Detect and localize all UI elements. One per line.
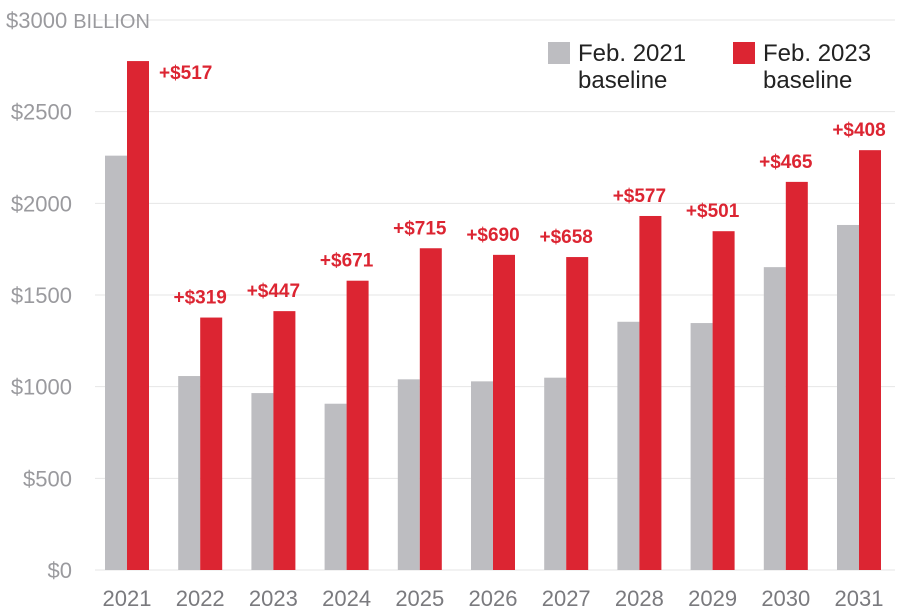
y-tick-label: $500 — [23, 466, 72, 491]
difference-labels: +$517 +$319 +$447 +$671 +$715 +$690 +$658 +$577… — [159, 63, 886, 308]
legend-label-feb-2023: Feb. 2023 — [763, 40, 871, 67]
bar-feb-2021-2030 — [763, 267, 786, 570]
bar-feb-2021-2025 — [397, 379, 420, 570]
y-tick-label: $2500 — [11, 100, 72, 125]
y-tick-label: $1000 — [11, 375, 72, 400]
y-axis-tick-labels: $0 $500 $1000 $1500 $2000 $2500 $3000 — [6, 8, 72, 583]
x-tick-label-2023: 2023 — [249, 586, 298, 608]
bar-feb-2023-2022 — [200, 317, 223, 570]
x-tick-label-2024: 2024 — [322, 586, 371, 608]
x-tick-label-2028: 2028 — [615, 586, 664, 608]
x-tick-label-2025: 2025 — [395, 586, 444, 608]
y-tick-label: $3000 — [6, 8, 67, 33]
bar-feb-2023-2028 — [639, 215, 662, 570]
x-tick-label-2029: 2029 — [688, 586, 737, 608]
x-tick-label-2031: 2031 — [835, 586, 884, 608]
difference-label-2029: +$501 — [686, 201, 740, 222]
x-tick-label-2027: 2027 — [542, 586, 591, 608]
difference-label-2022: +$319 — [174, 288, 227, 309]
y-axis-unit-label: BILLION — [73, 11, 150, 33]
difference-label-2025: +$715 — [393, 218, 447, 239]
bar-feb-2023-2031 — [859, 150, 881, 570]
x-axis-tick-labels: 2021 2022 2023 2024 2025 2026 2027 2028 2029 2030… — [103, 586, 884, 608]
legend-label-feb-2021: Feb. 2021 — [578, 40, 686, 67]
difference-label-2024: +$671 — [320, 251, 374, 272]
bar-feb-2021-2023 — [251, 393, 274, 570]
bar-feb-2023-2029 — [712, 231, 735, 570]
bar-feb-2021-2029 — [690, 323, 713, 570]
bars — [105, 61, 881, 571]
difference-label-2026: +$690 — [466, 225, 519, 246]
bar-feb-2023-2021 — [127, 61, 149, 571]
y-tick-label: $0 — [48, 558, 72, 583]
bar-feb-2023-2023 — [273, 311, 296, 570]
bar-feb-2023-2026 — [493, 254, 515, 570]
y-tick-label: $1500 — [11, 283, 72, 308]
legend-label-feb-2021: baseline — [578, 67, 667, 94]
bar-feb-2023-2025 — [419, 248, 442, 570]
x-tick-label-2026: 2026 — [469, 586, 518, 608]
bar-feb-2021-2021 — [105, 155, 127, 570]
bar-feb-2023-2027 — [566, 257, 589, 570]
legend-label-feb-2023: baseline — [763, 67, 852, 94]
difference-label-2021: +$517 — [159, 63, 212, 84]
legend-swatch-feb-2023 — [733, 42, 755, 64]
difference-label-2027: +$658 — [540, 227, 593, 248]
legend-swatch-feb-2021 — [548, 42, 570, 64]
x-tick-label-2022: 2022 — [176, 586, 225, 608]
x-tick-label-2021: 2021 — [103, 586, 152, 608]
bar-feb-2021-2022 — [178, 376, 201, 570]
bar-feb-2023-2024 — [346, 280, 369, 570]
bar-feb-2021-2026 — [471, 381, 493, 570]
difference-label-2028: +$577 — [613, 186, 666, 207]
difference-label-2023: +$447 — [247, 281, 300, 302]
bar-feb-2021-2024 — [324, 403, 347, 570]
bar-feb-2021-2031 — [837, 224, 859, 570]
difference-label-2031: +$408 — [832, 120, 885, 141]
bar-feb-2021-2028 — [617, 321, 640, 570]
y-tick-label: $2000 — [11, 191, 72, 216]
difference-label-2030: +$465 — [759, 152, 813, 173]
bar-feb-2021-2027 — [544, 377, 567, 570]
x-tick-label-2030: 2030 — [761, 586, 810, 608]
bar-feb-2023-2030 — [785, 181, 808, 570]
